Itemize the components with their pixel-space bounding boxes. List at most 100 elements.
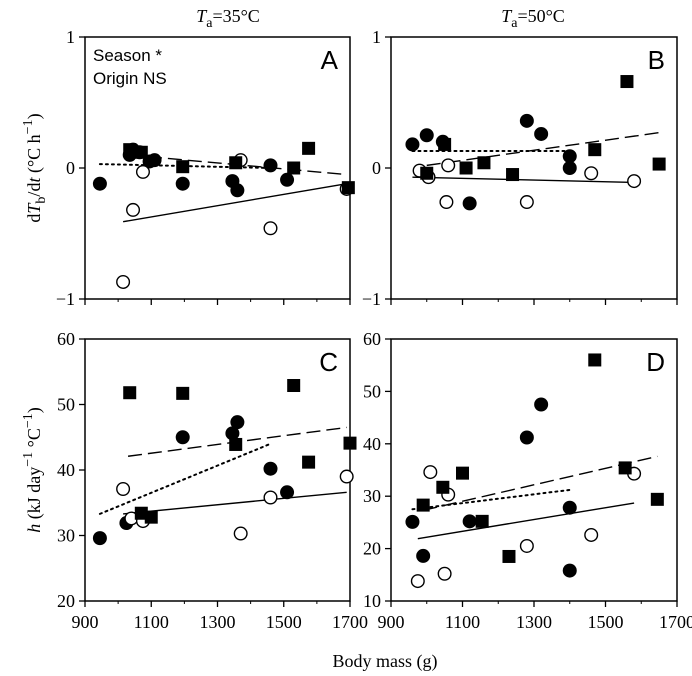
point-open-circle xyxy=(519,195,534,210)
point-open-circle xyxy=(584,166,599,181)
point-open-circle xyxy=(584,527,599,542)
title-col-1: Ta=35°C xyxy=(196,6,260,31)
point-filled-square xyxy=(438,137,452,151)
point-open-circle xyxy=(441,158,456,173)
panel-letter: D xyxy=(646,347,665,377)
fit-line-dotted xyxy=(411,488,571,511)
point-filled-circle xyxy=(462,514,477,529)
fit-line-dashed xyxy=(423,455,658,512)
x-tick-label: 1500 xyxy=(588,612,624,632)
point-filled-square xyxy=(123,143,137,157)
point-filled-square xyxy=(475,514,489,528)
y-tick-label: 60 xyxy=(363,329,381,349)
point-filled-square xyxy=(343,436,357,450)
point-filled-square xyxy=(502,549,516,563)
point-open-circle xyxy=(263,221,278,236)
y-axis-label-bottom: h (kJ day−1 °C−1) xyxy=(21,407,45,533)
panel-letter: B xyxy=(648,45,665,75)
point-filled-circle xyxy=(263,461,278,476)
point-filled-square xyxy=(456,466,469,480)
x-tick-label: 1100 xyxy=(134,612,169,632)
point-open-circle xyxy=(439,195,454,210)
point-filled-circle xyxy=(92,531,107,546)
y-tick-label: 0 xyxy=(66,158,75,178)
y-tick-label: 1 xyxy=(372,27,381,47)
point-open-circle xyxy=(116,274,131,289)
panel-letter: A xyxy=(321,45,339,75)
y-tick-label: 0 xyxy=(372,158,381,178)
point-filled-circle xyxy=(92,176,107,191)
point-filled-square xyxy=(341,181,355,195)
point-filled-circle xyxy=(534,126,549,141)
y-tick-label: 10 xyxy=(363,591,381,611)
panel-c: C 900 1100 1300 1500 1700 60 50 40 30 20 xyxy=(57,329,368,632)
y-tick-label: 30 xyxy=(57,526,75,546)
point-filled-square xyxy=(420,166,434,180)
point-filled-square xyxy=(134,506,148,520)
point-open-circle xyxy=(116,481,131,496)
point-filled-square xyxy=(588,143,602,157)
point-filled-circle xyxy=(230,183,245,198)
legend-season: Season * xyxy=(93,46,162,65)
fit-line-solid xyxy=(417,502,635,540)
y-tick-label: 40 xyxy=(363,434,381,454)
point-filled-circle xyxy=(534,397,549,412)
point-open-circle xyxy=(263,490,278,505)
point-filled-circle xyxy=(416,548,431,563)
point-open-circle xyxy=(437,566,452,581)
point-filled-circle xyxy=(519,430,534,445)
point-filled-circle xyxy=(519,113,534,128)
x-tick-label: 1700 xyxy=(332,612,368,632)
point-filled-square xyxy=(588,353,602,367)
point-filled-square xyxy=(287,161,301,175)
fit-line-dotted xyxy=(98,442,272,515)
x-tick-label: 900 xyxy=(378,612,405,632)
point-filled-square xyxy=(302,455,316,469)
y-tick-label: 60 xyxy=(57,329,75,349)
x-tick-label: 1300 xyxy=(200,612,236,632)
y-tick-label: 50 xyxy=(57,395,75,415)
legend-origin: Origin NS xyxy=(93,69,167,88)
y-tick-label: 20 xyxy=(363,539,381,559)
point-open-circle xyxy=(410,574,425,589)
point-filled-circle xyxy=(562,149,577,164)
point-filled-square xyxy=(229,156,243,170)
y-tick-label: 30 xyxy=(363,486,381,506)
point-filled-square xyxy=(176,160,190,174)
point-filled-square xyxy=(620,75,634,89)
point-filled-square xyxy=(459,161,473,175)
point-filled-square xyxy=(176,386,190,400)
point-open-circle xyxy=(339,469,354,484)
x-axis-label: Body mass (g) xyxy=(333,651,438,672)
fit-line-solid xyxy=(123,491,347,515)
point-filled-square xyxy=(416,498,430,512)
x-tick-label: 1100 xyxy=(445,612,480,632)
point-filled-circle xyxy=(562,563,577,578)
point-filled-square xyxy=(436,480,450,494)
y-tick-label: −1 xyxy=(362,289,381,309)
y-tick-label: 20 xyxy=(57,591,75,611)
y-tick-label: 50 xyxy=(363,381,381,401)
x-tick-label: 1700 xyxy=(659,612,692,632)
point-open-circle xyxy=(233,526,248,541)
fit-line-solid xyxy=(122,183,347,223)
point-filled-circle xyxy=(225,426,240,441)
point-filled-square xyxy=(134,145,148,159)
panel-d: D 900 1100 1300 1500 1700 60 50 40 30 20 10 xyxy=(363,329,692,632)
point-filled-square xyxy=(302,141,316,155)
y-axis-label-top: dTb/dt (°C h−1) xyxy=(21,113,49,222)
point-filled-circle xyxy=(280,485,295,500)
point-filled-square xyxy=(477,156,491,170)
point-filled-circle xyxy=(147,153,162,168)
point-filled-circle xyxy=(263,158,278,173)
point-open-circle xyxy=(423,465,438,480)
point-filled-circle xyxy=(230,415,245,430)
x-tick-label: 1500 xyxy=(266,612,302,632)
point-filled-square xyxy=(650,492,664,506)
panel-letter: C xyxy=(319,347,338,377)
point-filled-square xyxy=(618,461,632,475)
point-filled-circle xyxy=(419,128,434,143)
panel-b: B 1 0 −1 xyxy=(362,27,678,309)
point-filled-circle xyxy=(175,176,190,191)
